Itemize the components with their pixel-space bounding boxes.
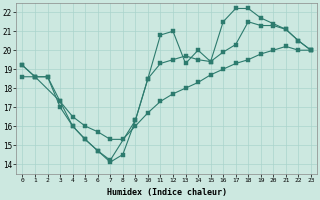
X-axis label: Humidex (Indice chaleur): Humidex (Indice chaleur) bbox=[107, 188, 227, 197]
